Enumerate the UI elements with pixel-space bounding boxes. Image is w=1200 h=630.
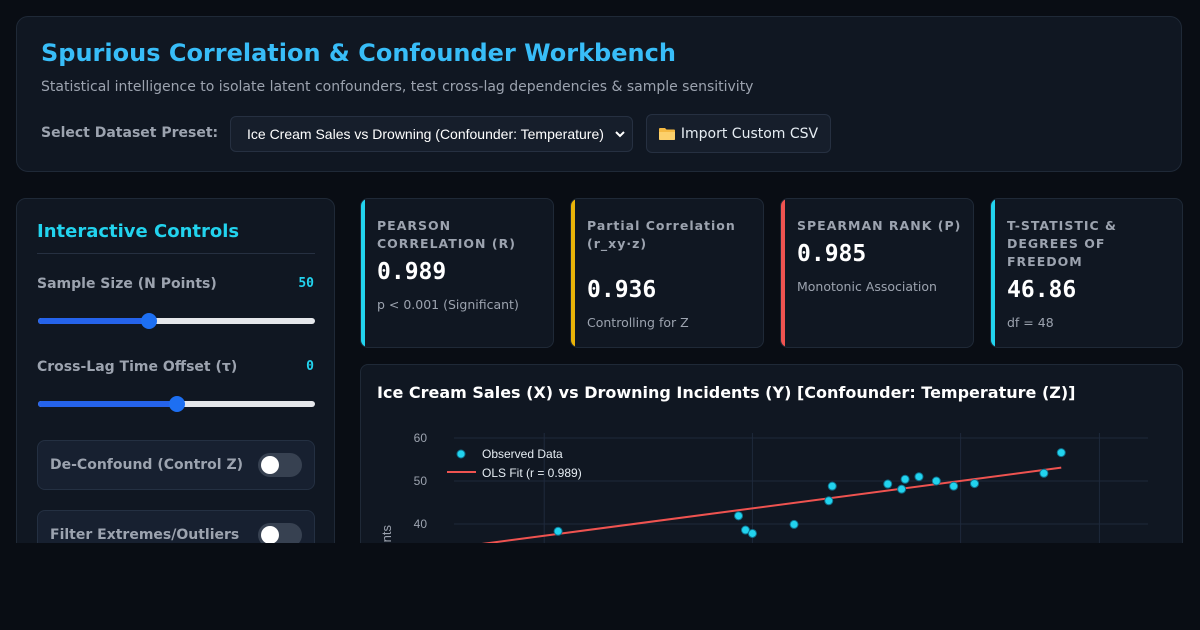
tstat-value: 46.86 xyxy=(1007,277,1077,303)
tstat-card: T-Statistic & Degrees of Freedom 46.86 d… xyxy=(990,198,1183,348)
tstat-sub: df = 48 xyxy=(1007,315,1054,330)
data-point xyxy=(949,481,959,491)
tstat-accent xyxy=(991,199,995,347)
pearson-card: Pearson Correlation (r) 0.989 p < 0.001 … xyxy=(360,198,554,348)
dataset-preset-select[interactable]: Ice Cream Sales vs Drowning (Confounder:… xyxy=(230,116,633,152)
sample-size-slider[interactable] xyxy=(38,313,315,329)
data-point xyxy=(914,472,924,482)
partial-label: Partial Correlation (r_xy·z) xyxy=(587,218,736,251)
legend-label-ols: OLS Fit (r = 0.989) xyxy=(482,466,582,480)
controls-title: Interactive Controls xyxy=(37,221,240,242)
partial-value: 0.936 xyxy=(587,277,657,303)
filter-outliers-card: Filter Extremes/Outliers xyxy=(37,510,315,543)
y-axis-label: ents xyxy=(379,525,394,543)
data-point xyxy=(747,528,757,538)
data-point xyxy=(883,479,893,489)
pearson-label: Pearson Correlation (r) xyxy=(377,218,516,251)
data-point xyxy=(827,481,837,491)
app-viewport: Spurious Correlation & Confounder Workbe… xyxy=(16,16,1183,543)
data-point xyxy=(553,526,563,536)
cross-lag-value: 0 xyxy=(306,359,314,374)
preset-label: Select Dataset Preset: xyxy=(41,125,219,141)
spearman-sub: Monotonic Association xyxy=(797,279,937,294)
filter-outliers-toggle-knob xyxy=(261,526,279,543)
spearman-card: Spearman Rank (ρ) 0.985 Monotonic Associ… xyxy=(780,198,974,348)
legend-scatter-marker xyxy=(456,449,466,459)
data-point xyxy=(900,474,910,484)
y-tick-label: 50 xyxy=(414,474,428,488)
deconfound-toggle-knob xyxy=(261,456,279,474)
partial-accent xyxy=(571,199,575,347)
scatter-chart-card: Ice Cream Sales (X) vs Drowning Incident… xyxy=(360,364,1183,543)
y-tick-label: 60 xyxy=(414,431,428,445)
scatter-chart[interactable]: 40 50 60 ents Observed Data OLS Fit (r = 0.98… xyxy=(361,365,1183,543)
data-point xyxy=(897,484,907,494)
controls-panel: Interactive Controls Sample Size (N Poin… xyxy=(16,198,335,543)
data-point xyxy=(740,525,750,535)
data-point xyxy=(931,476,941,486)
import-button-label: Import Custom CSV xyxy=(680,125,819,142)
sample-size-slider-thumb[interactable] xyxy=(140,313,157,329)
data-point xyxy=(824,496,834,506)
app-header: Spurious Correlation & Confounder Workbe… xyxy=(16,16,1182,172)
partial-card: Partial Correlation (r_xy·z) 0.936 Contr… xyxy=(570,198,764,348)
pearson-value: 0.989 xyxy=(377,259,447,285)
filter-outliers-label: Filter Extremes/Outliers xyxy=(50,527,240,543)
spearman-value: 0.985 xyxy=(797,241,867,267)
preset-select-value: Ice Cream Sales vs Drowning (Confounder:… xyxy=(247,126,604,142)
legend-label-observed: Observed Data xyxy=(482,447,563,461)
cross-lag-slider-thumb[interactable] xyxy=(168,396,185,412)
controls-divider xyxy=(37,253,315,254)
tstat-label: T-Statistic & Degrees of Freedom xyxy=(1007,218,1117,269)
data-point xyxy=(1056,448,1066,458)
filter-outliers-toggle[interactable] xyxy=(258,523,302,543)
pearson-accent xyxy=(361,199,365,347)
cross-lag-slider-fill xyxy=(38,401,177,407)
pearson-sub: p < 0.001 (Significant) xyxy=(377,297,519,312)
chevron-down-icon xyxy=(615,131,625,138)
page-subtitle: Statistical intelligence to isolate late… xyxy=(41,79,754,95)
cross-lag-slider[interactable] xyxy=(38,396,315,412)
deconfound-card: De-Confound (Control Z) xyxy=(37,440,315,490)
import-csv-button[interactable]: Import Custom CSV xyxy=(646,114,831,153)
sample-size-slider-fill xyxy=(38,318,149,324)
data-point xyxy=(734,511,744,521)
data-point xyxy=(1039,468,1049,478)
sample-size-value: 50 xyxy=(298,276,314,291)
page-title: Spurious Correlation & Confounder Workbe… xyxy=(41,39,676,67)
spearman-accent xyxy=(781,199,785,347)
data-point xyxy=(789,519,799,529)
partial-sub: Controlling for Z xyxy=(587,315,689,330)
chart-title: Ice Cream Sales (X) vs Drowning Incident… xyxy=(377,383,1076,402)
folder-icon xyxy=(658,128,675,140)
cross-lag-label: Cross-Lag Time Offset (τ) xyxy=(37,359,238,375)
deconfound-toggle[interactable] xyxy=(258,453,302,477)
y-tick-label: 40 xyxy=(414,517,428,531)
spearman-label: Spearman Rank (ρ) xyxy=(797,218,962,233)
data-point xyxy=(970,479,979,489)
deconfound-label: De-Confound (Control Z) xyxy=(50,457,244,473)
sample-size-label: Sample Size (N Points) xyxy=(37,276,217,292)
